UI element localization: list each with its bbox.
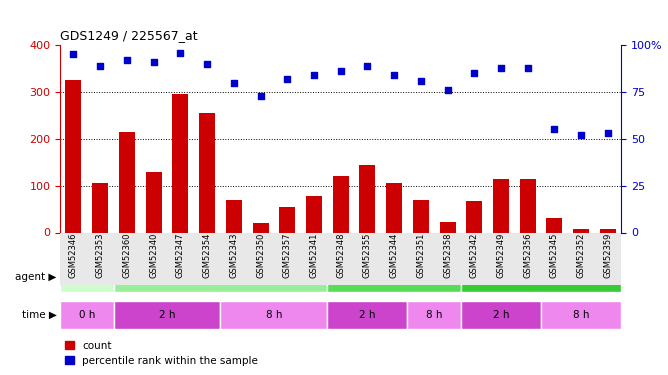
Bar [114, 301, 220, 329]
Point [282, 76, 293, 82]
Point [95, 63, 106, 69]
Text: time ▶: time ▶ [22, 310, 57, 320]
Text: 2 h: 2 h [159, 310, 175, 320]
Bar [327, 263, 461, 292]
Point [549, 126, 560, 132]
Text: GSM52360: GSM52360 [122, 232, 132, 278]
Bar [359, 165, 375, 232]
Bar [333, 176, 349, 232]
Point [202, 61, 212, 67]
Text: GSM52346: GSM52346 [69, 232, 78, 278]
Bar [279, 207, 295, 232]
Bar [573, 229, 589, 232]
Text: GSM52341: GSM52341 [309, 232, 319, 278]
Text: 8 h: 8 h [573, 310, 589, 320]
Text: GSM52352: GSM52352 [576, 232, 586, 278]
Text: GSM52343: GSM52343 [229, 232, 238, 278]
Bar [65, 80, 81, 232]
Text: GDS1249 / 225567_at: GDS1249 / 225567_at [60, 30, 198, 42]
Text: LPS: LPS [211, 273, 230, 282]
Bar [306, 196, 322, 232]
Point [175, 50, 186, 55]
Text: 8 h: 8 h [426, 310, 442, 320]
Bar [327, 301, 407, 329]
Legend: count, percentile rank within the sample: count, percentile rank within the sample [65, 341, 258, 366]
Bar [466, 201, 482, 232]
Bar [546, 218, 562, 232]
Bar [493, 178, 509, 232]
Bar [60, 301, 114, 329]
Bar [92, 183, 108, 232]
Text: 2 h: 2 h [359, 310, 375, 320]
Point [362, 63, 373, 69]
Bar [119, 132, 135, 232]
Bar [600, 229, 616, 232]
Bar [440, 222, 456, 232]
Bar [520, 178, 536, 232]
Bar [253, 223, 269, 232]
Text: GSM52353: GSM52353 [96, 232, 105, 278]
Text: GSM52359: GSM52359 [603, 232, 613, 278]
Bar [386, 183, 402, 232]
Point [228, 80, 239, 86]
Bar [220, 301, 327, 329]
Point [148, 59, 159, 65]
Text: GSM52342: GSM52342 [470, 232, 479, 278]
Bar [226, 200, 242, 232]
Point [442, 87, 453, 93]
Text: GSM52354: GSM52354 [202, 232, 212, 278]
Text: GSM52347: GSM52347 [176, 232, 185, 278]
Text: GSM52350: GSM52350 [256, 232, 265, 278]
Point [496, 64, 506, 70]
Bar [146, 172, 162, 232]
Text: GSM52349: GSM52349 [496, 232, 506, 278]
Bar [461, 301, 541, 329]
Text: untreated: untreated [61, 273, 112, 282]
Text: GSM52358: GSM52358 [443, 232, 452, 278]
Point [255, 93, 266, 99]
Bar [541, 301, 621, 329]
Bar [413, 200, 429, 232]
Text: agent ▶: agent ▶ [15, 273, 57, 282]
Text: GSM52357: GSM52357 [283, 232, 292, 278]
Bar [114, 263, 327, 292]
Text: R848: R848 [381, 273, 407, 282]
Text: GSM52355: GSM52355 [363, 232, 372, 278]
Text: GSM52356: GSM52356 [523, 232, 532, 278]
Bar [199, 113, 215, 232]
Text: LPS and R848: LPS and R848 [505, 273, 577, 282]
Text: 2 h: 2 h [493, 310, 509, 320]
Point [309, 72, 319, 78]
Text: GSM52345: GSM52345 [550, 232, 559, 278]
Point [415, 78, 426, 84]
Point [469, 70, 480, 76]
Text: GSM52351: GSM52351 [416, 232, 426, 278]
Point [603, 130, 613, 136]
Bar [407, 301, 461, 329]
Text: GSM52344: GSM52344 [389, 232, 399, 278]
Point [68, 51, 79, 57]
Bar [461, 263, 621, 292]
Bar [60, 263, 114, 292]
Point [122, 57, 132, 63]
Text: 8 h: 8 h [266, 310, 282, 320]
Text: GSM52348: GSM52348 [336, 232, 345, 278]
Point [576, 132, 587, 138]
Text: GSM52340: GSM52340 [149, 232, 158, 278]
Text: 0 h: 0 h [79, 310, 95, 320]
Bar [172, 94, 188, 232]
Point [335, 68, 346, 74]
Point [522, 64, 533, 70]
Point [389, 72, 399, 78]
